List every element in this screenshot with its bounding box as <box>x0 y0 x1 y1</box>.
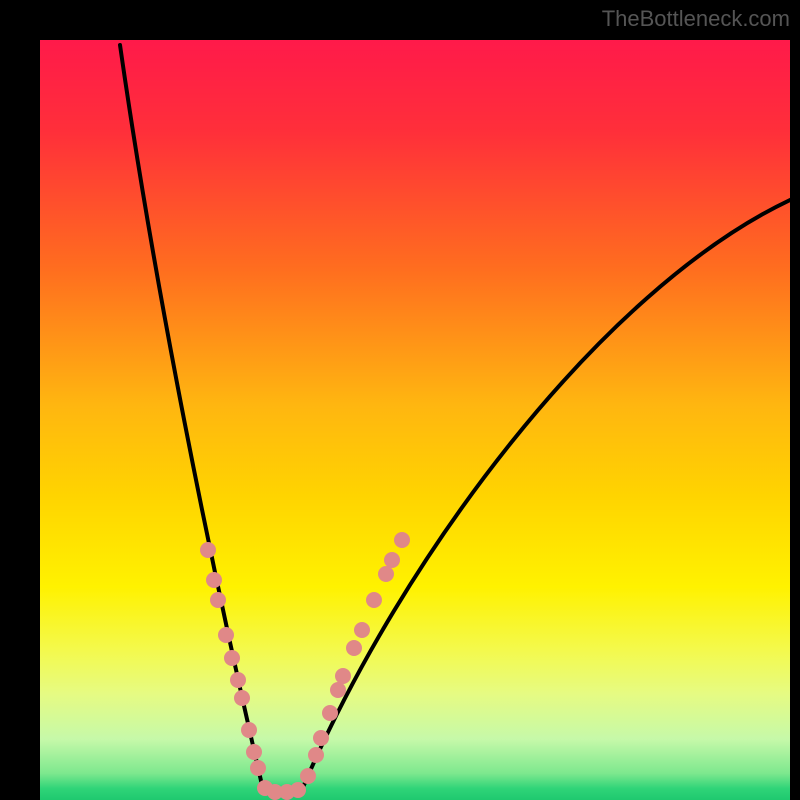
curve-marker <box>241 722 257 738</box>
curve-marker <box>300 768 316 784</box>
curve-marker <box>384 552 400 568</box>
curve-marker <box>335 668 351 684</box>
curve-marker <box>234 690 250 706</box>
curve-marker <box>206 572 222 588</box>
curve-marker <box>250 760 266 776</box>
curve-marker <box>200 542 216 558</box>
curve-marker <box>210 592 226 608</box>
curve-marker <box>308 747 324 763</box>
bottleneck-chart <box>40 40 790 800</box>
curve-marker <box>290 782 306 798</box>
curve-marker <box>322 705 338 721</box>
curve-marker <box>230 672 246 688</box>
gradient-background <box>40 40 790 800</box>
curve-marker <box>394 532 410 548</box>
curve-marker <box>246 744 262 760</box>
curve-marker <box>354 622 370 638</box>
curve-marker <box>366 592 382 608</box>
watermark-text: TheBottleneck.com <box>602 6 790 32</box>
curve-marker <box>346 640 362 656</box>
curve-marker <box>378 566 394 582</box>
curve-marker <box>330 682 346 698</box>
curve-marker <box>218 627 234 643</box>
curve-marker <box>224 650 240 666</box>
curve-marker <box>313 730 329 746</box>
plot-area <box>40 40 790 800</box>
